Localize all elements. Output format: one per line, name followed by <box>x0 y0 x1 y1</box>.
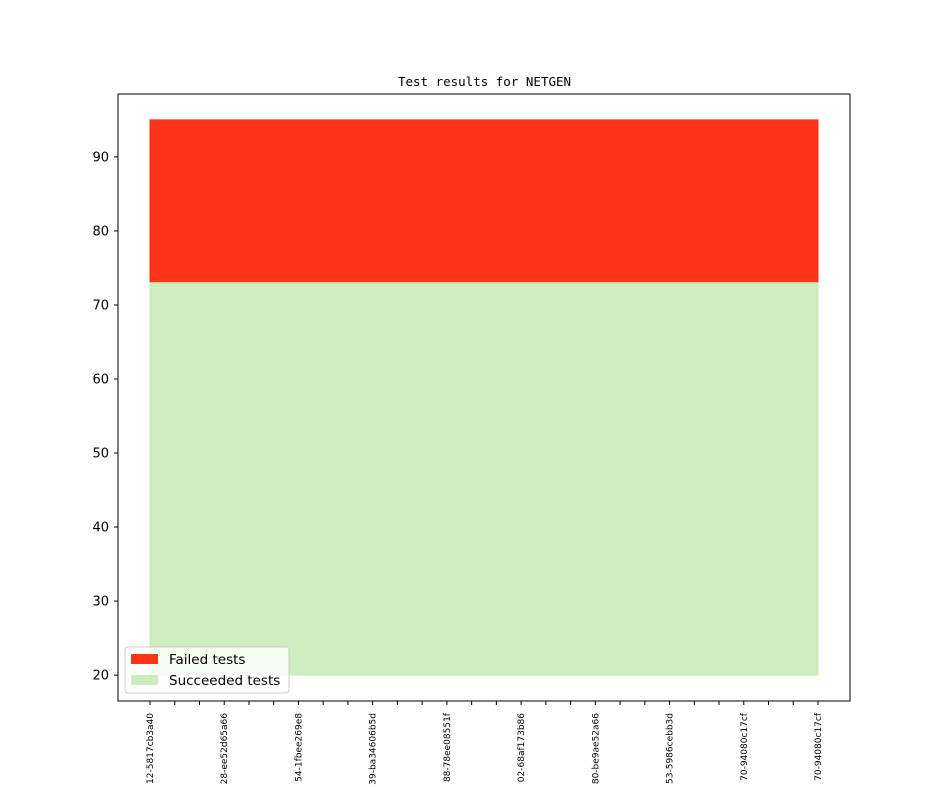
y-tick-label: 50 <box>92 447 109 462</box>
y-tick-label: 70 <box>92 298 109 313</box>
y-tick-label: 60 <box>92 372 109 387</box>
chart-title: Test results for NETGEN <box>398 74 571 89</box>
x-tick-label: 39-ba34606b5d <box>369 713 379 785</box>
legend: Failed tests Succeeded tests <box>124 646 290 694</box>
x-axis: 12-5817cb3a40 28-ee52d65a66 54-1fbee269e8 3… <box>146 701 824 785</box>
legend-label: Succeeded tests <box>169 673 280 689</box>
y-tick-label: 80 <box>92 224 109 239</box>
x-tick-label: 70-94080c17cf <box>740 712 750 781</box>
legend-box <box>124 646 290 694</box>
y-tick-label: 30 <box>92 595 109 610</box>
series-area-succeeded-tests <box>149 282 819 676</box>
legend-swatch <box>131 675 158 685</box>
x-tick-label: 70-94080c17cf <box>814 712 824 781</box>
x-tick-label: 88-78ee08551f <box>443 712 453 782</box>
series-area-failed-tests <box>149 119 819 284</box>
x-tick-label: 12-5817cb3a40 <box>146 713 156 784</box>
x-tick-label: 54-1fbee269e8 <box>294 713 304 782</box>
legend-label: Failed tests <box>169 652 245 668</box>
legend-swatch <box>131 654 158 664</box>
y-tick-label: 40 <box>92 521 109 536</box>
y-tick-label: 90 <box>92 150 109 165</box>
plot-frame <box>117 93 851 702</box>
x-tick-label: 28-ee52d65a66 <box>220 713 230 785</box>
y-axis: 20 30 40 50 60 70 80 90 <box>92 150 118 684</box>
x-tick-label: 53-5986cebb3d <box>666 713 676 784</box>
x-tick-label: 80-be9ae52a66 <box>591 713 601 784</box>
y-tick-label: 20 <box>92 669 109 684</box>
x-tick-label: 02-68af173b86 <box>517 713 527 782</box>
series-layer <box>149 119 819 676</box>
